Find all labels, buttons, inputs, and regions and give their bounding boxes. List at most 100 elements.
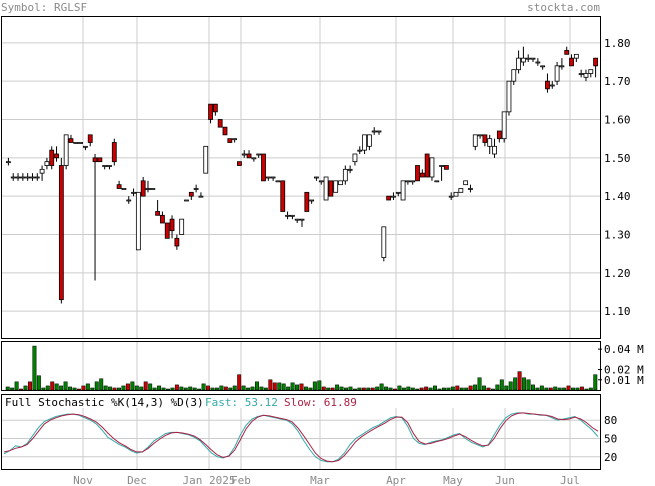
candle-body [30,176,35,179]
candle-body [49,149,55,166]
volume-bar [397,385,402,391]
volume-bar [522,377,527,391]
candle [549,81,555,89]
candle [520,46,526,66]
candle [559,58,565,70]
volume-bar [495,384,500,391]
candle [198,192,204,198]
volume-bar [272,382,277,391]
candle [477,134,483,139]
candle [150,188,156,190]
volume-bar [246,387,251,391]
volume-bar [183,387,188,391]
stochastic-slow-line [3,412,599,463]
candle-body [371,130,377,133]
candle [294,218,300,223]
candle-body [328,180,334,197]
price-tick-label: 1.30 [604,229,631,242]
volume-bar [188,386,193,391]
volume-bar [401,387,406,391]
candle [217,119,223,128]
candle [102,165,108,170]
candle-body [169,218,175,232]
volume-bar [134,385,139,391]
candle [179,218,185,235]
candle-body [545,80,550,90]
candle-body [573,53,579,59]
candle-body [338,180,343,186]
volume-bar [85,383,90,391]
candle [593,57,598,78]
candle [309,199,315,204]
candle-body [352,153,358,163]
volume-bar [468,385,473,391]
volume-bar [370,387,375,391]
candle-body [10,176,16,179]
candle-body [492,145,497,155]
candle [241,150,247,158]
volume-bar [290,382,295,391]
candle-body [540,65,546,68]
candle [535,58,541,66]
candle-body [203,145,209,174]
volume-bar [441,387,446,391]
volume-bar [192,387,197,391]
candle-body [237,161,242,166]
candle-body [126,199,132,202]
volume-bar [477,377,482,391]
volume-bar [433,385,438,391]
volume-tick-label: 0.02 M [604,364,644,377]
candle-body [506,80,512,113]
volume-bar [299,383,304,391]
candle-body [309,199,315,202]
candle-body [97,157,103,163]
volume-bar [419,387,424,391]
volume-bar [446,387,451,391]
candle-body [6,161,11,164]
candle [280,180,286,212]
candle [419,169,425,178]
candle [111,138,117,166]
candle [160,211,165,224]
candle-body [135,191,141,251]
price-tick-label: 1.50 [604,152,631,165]
volume-bar [588,387,593,391]
volume-bar [139,386,144,391]
candle-body [549,84,555,87]
price-tick-label: 1.80 [604,37,631,50]
volume-bar [161,387,166,391]
candle-body [299,218,305,221]
candle [554,62,560,85]
candle [174,234,180,250]
candle-body [362,134,367,151]
candle-body [174,237,180,247]
candle [376,130,382,135]
volume-bar [482,385,486,391]
candle [270,176,276,181]
candle-body [468,188,473,190]
candle [164,222,170,239]
volume-bar [228,387,233,391]
volume-bar [148,383,153,391]
candle-body [472,134,478,147]
candle [15,173,21,181]
candle-body [304,191,310,212]
volume-bar [152,387,157,391]
candle [256,153,262,158]
candle [405,180,411,185]
x-tick-label: Jul [560,474,580,486]
volume-bar [437,388,442,391]
candle [386,195,392,201]
candle [410,180,416,185]
candle-body [188,191,194,197]
candle-body [39,168,45,174]
volume-bar [455,385,460,391]
candle-body [20,176,26,179]
volume-bar [232,385,237,391]
volume-bar [428,387,433,391]
candle [188,191,194,200]
volume-bar [143,381,148,391]
candle-body [184,199,189,202]
candle-body [227,138,233,143]
